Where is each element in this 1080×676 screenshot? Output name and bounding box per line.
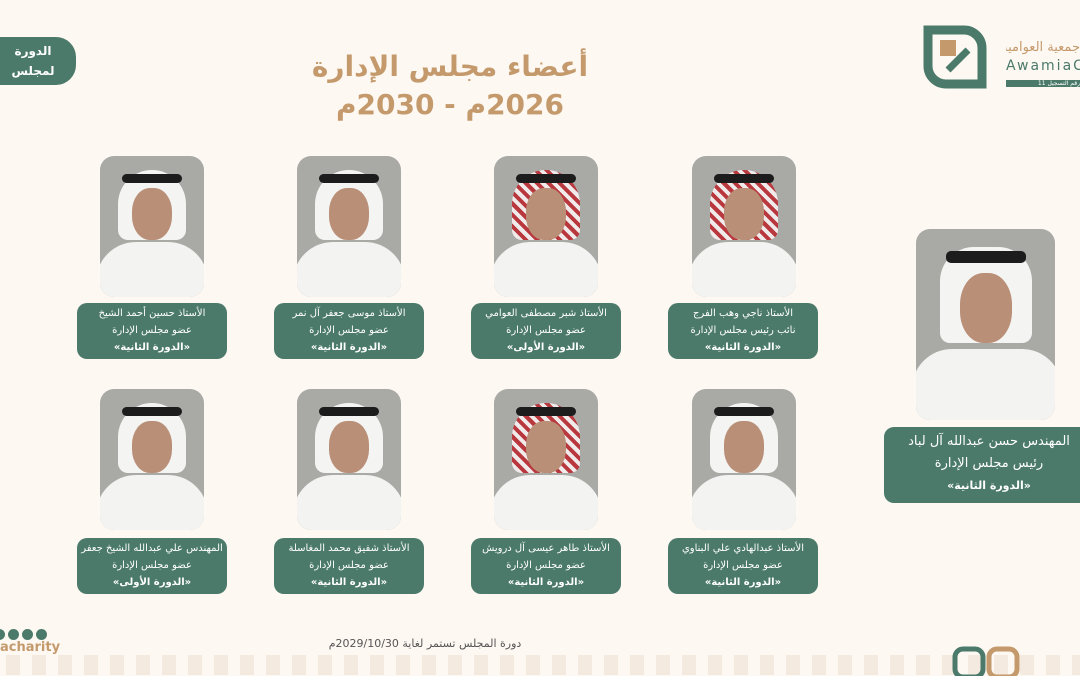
member-term: «الدورة الأولى» (112, 577, 192, 588)
chair-name: المهندس حسن عبدالله آل لباد (908, 434, 1070, 449)
youtube-icon[interactable] (22, 629, 33, 640)
member-photo (100, 156, 204, 297)
title-line1: أعضاء مجلس الإدارة (311, 50, 589, 83)
social-icons (0, 625, 50, 644)
member-role: عضو مجلس الإدارة (506, 560, 586, 571)
member-photo (692, 156, 796, 297)
tiktok-icon[interactable] (8, 629, 19, 640)
chair-role: رئيس مجلس الإدارة (934, 456, 1044, 471)
member-name: الأستاذ شفيق محمد المغاسلة (288, 543, 410, 554)
member-caption: المهندس علي عبدالله الشيخ جعفر عضو مجلس ا… (77, 538, 227, 594)
member-name: الأستاذ موسى جعفر آل نمر (292, 308, 406, 319)
logo-arabic: جمعية العوامية (1006, 40, 1080, 55)
member-name: الأستاذ طاهر عيسى آل درويش (482, 543, 610, 554)
member-caption: الأستاذ موسى جعفر آل نمر عضو مجلس الإدارة… (274, 303, 424, 359)
member-role: عضو مجلس الإدارة (112, 325, 192, 336)
footer-note: دورة المجلس تستمر لغاية 2029/10/30م (328, 637, 522, 650)
member-term: «الدورة الثانية» (704, 342, 782, 353)
badge-line1: الدورة (14, 44, 52, 58)
chair-photo (916, 229, 1055, 420)
title-line2: 2026م - 2030م (335, 88, 565, 121)
member-role: عضو مجلس الإدارة (506, 325, 586, 336)
member-term: «الدورة الثانية» (704, 577, 782, 588)
member-caption: الأستاذ حسين أحمد الشيخ عضو مجلس الإدارة «… (77, 303, 227, 359)
member-term: «الدورة الثانية» (310, 342, 388, 353)
linkedin-icon[interactable] (36, 629, 47, 640)
chair-term: «الدورة الثانية» (947, 479, 1031, 492)
badge-line2: لمجلس (11, 64, 55, 78)
member-name: الأستاذ عبدالهادي علي البناوي (681, 543, 805, 554)
member-term: «الدورة الأولى» (506, 342, 586, 353)
member-photo (297, 389, 401, 530)
member-caption: الأستاذ شبر مصطفى العوامي عضو مجلس الإدار… (471, 303, 621, 359)
member-role: عضو مجلس الإدارة (703, 560, 783, 571)
member-caption: الأستاذ طاهر عيسى آل درويش عضو مجلس الإدا… (471, 538, 621, 594)
member-role: عضو مجلس الإدارة (112, 560, 192, 571)
member-caption: الأستاذ شفيق محمد المغاسلة عضو مجلس الإدا… (274, 538, 424, 594)
leaf-logo-icon (923, 25, 987, 89)
member-role: نائب رئيس مجلس الإدارة (690, 325, 796, 336)
member-caption: الأستاذ عبدالهادي علي البناوي عضو مجلس ال… (668, 538, 818, 594)
member-name: المهندس علي عبدالله الشيخ جعفر (81, 543, 223, 554)
page-title: أعضاء مجلس الإدارة 2026م - 2030م (300, 48, 600, 124)
member-caption: الأستاذ ناجي وهب الفرج نائب رئيس مجلس الإ… (668, 303, 818, 359)
member-role: عضو مجلس الإدارة (309, 560, 389, 571)
logo: جمعية العوامية AwamiaCh رقم التسجيل 11 (922, 24, 1080, 94)
member-name: الأستاذ ناجي وهب الفرج (692, 308, 794, 319)
logo-latin: AwamiaCh (1006, 58, 1080, 74)
member-term: «الدورة الثانية» (310, 577, 388, 588)
x-icon[interactable] (0, 629, 5, 640)
member-term: «الدورة الثانية» (113, 342, 191, 353)
member-name: الأستاذ حسين أحمد الشيخ (98, 308, 206, 319)
member-photo (297, 156, 401, 297)
chair-caption: المهندس حسن عبدالله آل لباد رئيس مجلس ال… (884, 427, 1080, 503)
member-term: «الدورة الثانية» (507, 577, 585, 588)
member-photo (692, 389, 796, 530)
social-handle: acharity (0, 640, 61, 655)
member-photo (494, 389, 598, 530)
member-role: عضو مجلس الإدارة (309, 325, 389, 336)
member-photo (100, 389, 204, 530)
logo-registration: رقم التسجيل 11 (1006, 80, 1080, 87)
footer-logo-icon (952, 646, 1020, 676)
member-photo (494, 156, 598, 297)
member-name: الأستاذ شبر مصطفى العوامي (485, 308, 607, 319)
term-badge: الدورة لمجلس (0, 37, 76, 85)
footer-pattern (0, 655, 1080, 675)
